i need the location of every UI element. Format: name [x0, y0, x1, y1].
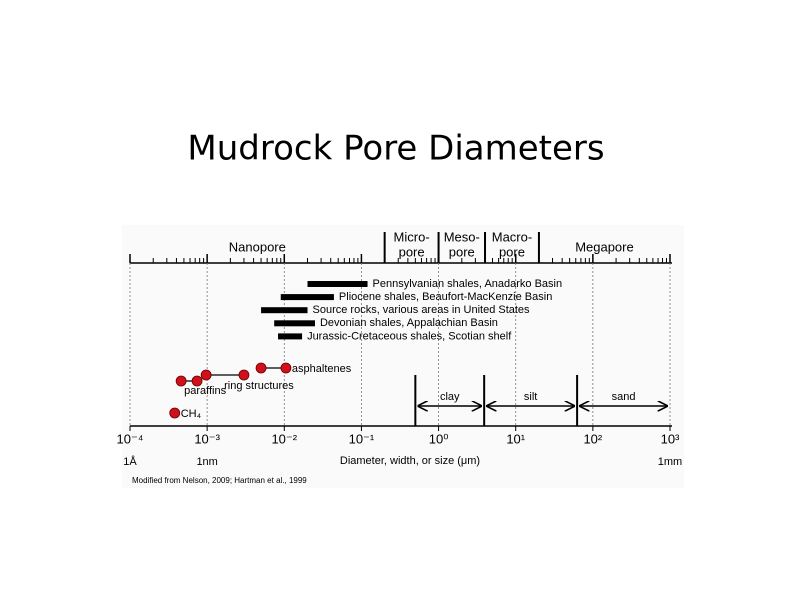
x-tick-label: 10⁻³ [194, 431, 220, 446]
shale-range-bar [261, 307, 308, 314]
molecule-label: paraffins [184, 385, 226, 397]
shale-label: Pliocene shales, Beaufort-MacKenzie Basi… [339, 291, 552, 303]
shale-label: Devonian shales, Appalachian Basin [320, 317, 498, 329]
x-tick-label: 10⁻⁴ [117, 431, 144, 446]
molecule-dot [200, 369, 212, 381]
shale-range-bar [307, 281, 368, 287]
molecule-label: ring structures [224, 380, 294, 392]
x-tick-label: 10³ [661, 431, 680, 446]
slide-title: Mudrock Pore Diameters [187, 129, 604, 169]
pore-class-label: pore [449, 244, 475, 259]
pore-class-label: Megapore [575, 239, 634, 254]
shale-label: Pennsylvanian shales, Anadarko Basin [373, 278, 563, 290]
molecule-label: asphaltenes [292, 363, 352, 375]
x-tick-label: 10⁻¹ [349, 431, 375, 446]
molecule-dot [175, 375, 187, 387]
molecule-dot [255, 362, 267, 374]
shale-label: Jurassic-Cretaceous shales, Scotian shel… [307, 330, 512, 342]
pore-class-label: pore [499, 244, 525, 259]
x-tick-label: 10⁰ [429, 431, 449, 446]
grain-label: clay [440, 391, 460, 403]
pore-class-label: Nanopore [229, 239, 286, 254]
pore-class-label: Micro- [394, 229, 430, 244]
scale-label: 1mm [658, 456, 682, 468]
shale-range-bar [278, 333, 303, 340]
source-note: Modified from Nelson, 2009; Hartman et a… [132, 476, 307, 485]
pore-class-label: pore [399, 244, 425, 259]
scale-label: 1nm [196, 456, 217, 468]
molecule-dot [238, 369, 250, 381]
pore-class-label: Macro- [492, 229, 532, 244]
x-axis-label: Diameter, width, or size (μm) [340, 455, 480, 467]
grain-label: silt [524, 391, 537, 403]
x-tick-label: 10¹ [506, 431, 525, 446]
molecule-dot [169, 407, 181, 419]
scale-label: 1Å [123, 455, 137, 468]
figure-panel [122, 225, 684, 488]
molecule-dot [191, 375, 203, 387]
molecule-dot [280, 362, 292, 374]
shale-label: Source rocks, various areas in United St… [313, 304, 531, 316]
grain-label: sand [612, 391, 636, 403]
shale-range-bar [280, 294, 334, 301]
x-tick-label: 10⁻² [271, 431, 297, 446]
molecule-label: CH₄ [181, 408, 202, 420]
shale-range-bar [274, 320, 315, 327]
pore-class-label: Meso- [444, 229, 480, 244]
x-tick-label: 10² [583, 431, 602, 446]
